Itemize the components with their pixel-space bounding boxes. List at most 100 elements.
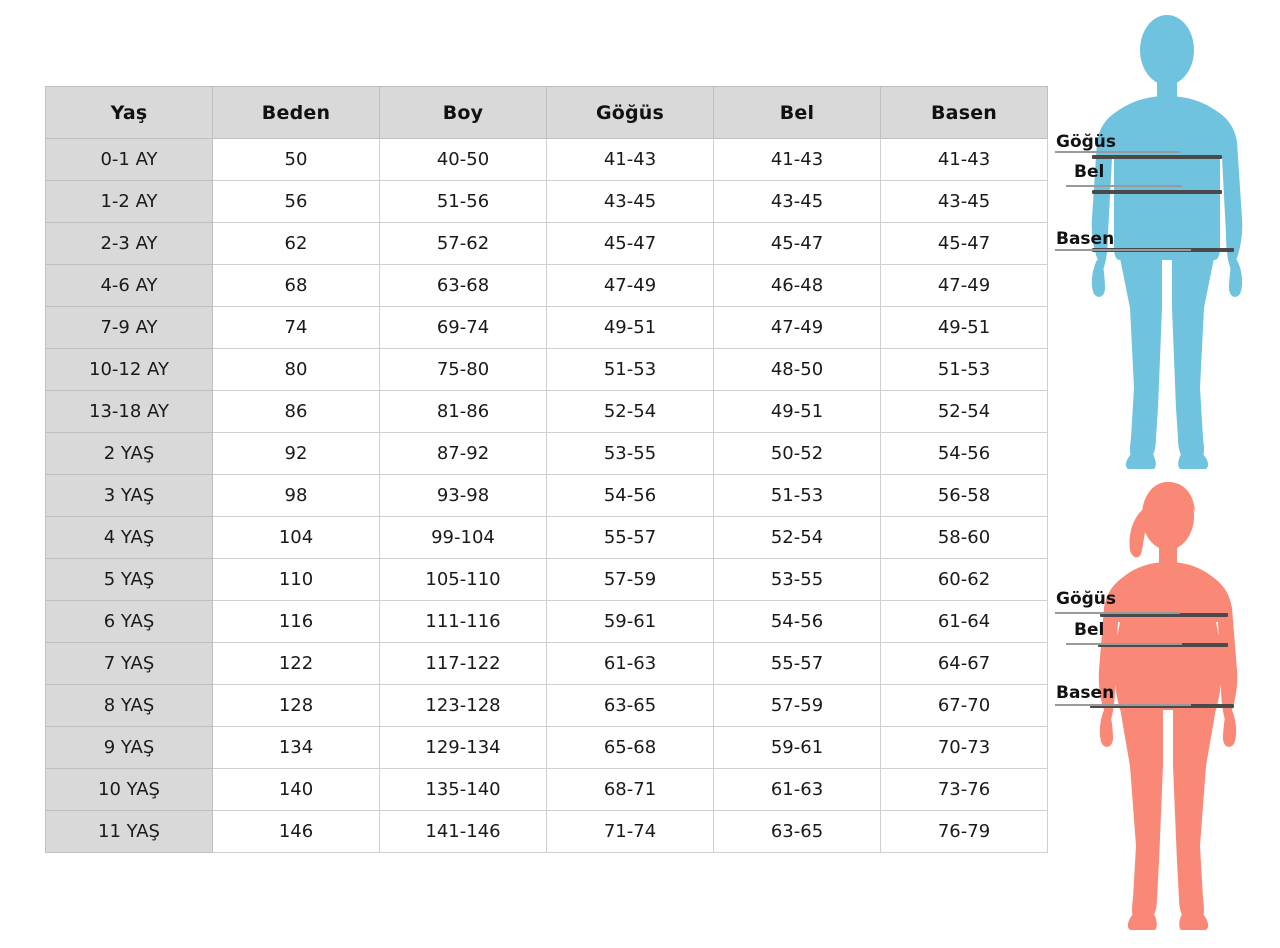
table-row: 0-1 AY 50 40-50 41-43 41-43 41-43 bbox=[45, 138, 1048, 181]
cell-chest: 61-63 bbox=[546, 642, 714, 685]
female-waist-leader-line bbox=[1066, 643, 1182, 645]
cell-size: 74 bbox=[212, 306, 380, 349]
column-header-age: Yaş bbox=[45, 86, 213, 139]
cell-height: 40-50 bbox=[379, 138, 547, 181]
cell-chest: 65-68 bbox=[546, 726, 714, 769]
cell-waist: 50-52 bbox=[713, 432, 881, 475]
cell-height: 75-80 bbox=[379, 348, 547, 391]
cell-age: 0-1 AY bbox=[45, 138, 213, 181]
cell-size: 128 bbox=[212, 684, 380, 727]
cell-chest: 71-74 bbox=[546, 810, 714, 853]
cell-age: 10 YAŞ bbox=[45, 768, 213, 811]
cell-height: 129-134 bbox=[379, 726, 547, 769]
male-hip-leader-line bbox=[1055, 249, 1191, 251]
cell-hip: 45-47 bbox=[880, 222, 1048, 265]
male-silhouette-icon bbox=[1091, 15, 1243, 469]
size-chart-table-container: Yaş Beden Boy Göğüs Bel Basen 0-1 AY 50 40… bbox=[45, 86, 1048, 853]
cell-age: 10-12 AY bbox=[45, 348, 213, 391]
table-row: 8 YAŞ 128 123-128 63-65 57-59 67-70 bbox=[45, 684, 1048, 727]
cell-height: 93-98 bbox=[379, 474, 547, 517]
cell-chest: 53-55 bbox=[546, 432, 714, 475]
table-row: 10 YAŞ 140 135-140 68-71 61-63 73-76 bbox=[45, 768, 1048, 811]
table-row: 5 YAŞ 110 105-110 57-59 53-55 60-62 bbox=[45, 558, 1048, 601]
cell-hip: 43-45 bbox=[880, 180, 1048, 223]
table-row: 10-12 AY 80 75-80 51-53 48-50 51-53 bbox=[45, 348, 1048, 391]
cell-height: 117-122 bbox=[379, 642, 547, 685]
male-waist-leader-line bbox=[1066, 185, 1182, 187]
cell-age: 6 YAŞ bbox=[45, 600, 213, 643]
table-row: 7-9 AY 74 69-74 49-51 47-49 49-51 bbox=[45, 306, 1048, 349]
cell-chest: 63-65 bbox=[546, 684, 714, 727]
column-header-size: Beden bbox=[212, 86, 380, 139]
cell-hip: 61-64 bbox=[880, 600, 1048, 643]
cell-waist: 41-43 bbox=[713, 138, 881, 181]
cell-chest: 47-49 bbox=[546, 264, 714, 307]
male-waist-measure-line bbox=[1092, 190, 1222, 194]
cell-chest: 41-43 bbox=[546, 138, 714, 181]
female-chest-measure-line bbox=[1100, 613, 1228, 617]
table-header: Yaş Beden Boy Göğüs Bel Basen bbox=[45, 86, 1048, 139]
cell-size: 140 bbox=[212, 768, 380, 811]
cell-age: 1-2 AY bbox=[45, 180, 213, 223]
cell-height: 51-56 bbox=[379, 180, 547, 223]
cell-size: 98 bbox=[212, 474, 380, 517]
cell-hip: 49-51 bbox=[880, 306, 1048, 349]
cell-age: 11 YAŞ bbox=[45, 810, 213, 853]
cell-chest: 51-53 bbox=[546, 348, 714, 391]
cell-size: 134 bbox=[212, 726, 380, 769]
cell-chest: 68-71 bbox=[546, 768, 714, 811]
cell-height: 57-62 bbox=[379, 222, 547, 265]
cell-size: 110 bbox=[212, 558, 380, 601]
table-row: 2 YAŞ 92 87-92 53-55 50-52 54-56 bbox=[45, 432, 1048, 475]
table-row: 2-3 AY 62 57-62 45-47 45-47 45-47 bbox=[45, 222, 1048, 265]
cell-waist: 57-59 bbox=[713, 684, 881, 727]
table-row: 13-18 AY 86 81-86 52-54 49-51 52-54 bbox=[45, 390, 1048, 433]
cell-chest: 55-57 bbox=[546, 516, 714, 559]
cell-size: 68 bbox=[212, 264, 380, 307]
table-row: 7 YAŞ 122 117-122 61-63 55-57 64-67 bbox=[45, 642, 1048, 685]
cell-waist: 55-57 bbox=[713, 642, 881, 685]
cell-chest: 49-51 bbox=[546, 306, 714, 349]
male-body-figure bbox=[1072, 8, 1262, 478]
cell-hip: 73-76 bbox=[880, 768, 1048, 811]
cell-waist: 54-56 bbox=[713, 600, 881, 643]
cell-height: 123-128 bbox=[379, 684, 547, 727]
table-row: 4 YAŞ 104 99-104 55-57 52-54 58-60 bbox=[45, 516, 1048, 559]
cell-hip: 64-67 bbox=[880, 642, 1048, 685]
female-chest-leader-line bbox=[1055, 612, 1180, 614]
cell-size: 86 bbox=[212, 390, 380, 433]
cell-height: 87-92 bbox=[379, 432, 547, 475]
table-row: 3 YAŞ 98 93-98 54-56 51-53 56-58 bbox=[45, 474, 1048, 517]
cell-age: 13-18 AY bbox=[45, 390, 213, 433]
cell-chest: 45-47 bbox=[546, 222, 714, 265]
cell-chest: 54-56 bbox=[546, 474, 714, 517]
cell-hip: 70-73 bbox=[880, 726, 1048, 769]
cell-waist: 49-51 bbox=[713, 390, 881, 433]
table-row: 9 YAŞ 134 129-134 65-68 59-61 70-73 bbox=[45, 726, 1048, 769]
cell-waist: 63-65 bbox=[713, 810, 881, 853]
cell-age: 3 YAŞ bbox=[45, 474, 213, 517]
cell-size: 122 bbox=[212, 642, 380, 685]
cell-chest: 43-45 bbox=[546, 180, 714, 223]
cell-hip: 56-58 bbox=[880, 474, 1048, 517]
cell-age: 5 YAŞ bbox=[45, 558, 213, 601]
cell-waist: 46-48 bbox=[713, 264, 881, 307]
cell-height: 135-140 bbox=[379, 768, 547, 811]
cell-chest: 52-54 bbox=[546, 390, 714, 433]
cell-chest: 59-61 bbox=[546, 600, 714, 643]
size-chart-table: Yaş Beden Boy Göğüs Bel Basen 0-1 AY 50 40… bbox=[45, 86, 1048, 853]
cell-age: 2-3 AY bbox=[45, 222, 213, 265]
cell-waist: 45-47 bbox=[713, 222, 881, 265]
cell-size: 80 bbox=[212, 348, 380, 391]
female-waist-measure-line bbox=[1098, 643, 1228, 647]
cell-age: 2 YAŞ bbox=[45, 432, 213, 475]
cell-hip: 47-49 bbox=[880, 264, 1048, 307]
cell-size: 56 bbox=[212, 180, 380, 223]
column-header-waist: Bel bbox=[713, 86, 881, 139]
cell-hip: 52-54 bbox=[880, 390, 1048, 433]
cell-hip: 76-79 bbox=[880, 810, 1048, 853]
column-header-height: Boy bbox=[379, 86, 547, 139]
cell-hip: 51-53 bbox=[880, 348, 1048, 391]
table-body: 0-1 AY 50 40-50 41-43 41-43 41-43 1-2 AY 56 51-5… bbox=[45, 138, 1048, 853]
female-hip-measure-line bbox=[1090, 704, 1234, 708]
